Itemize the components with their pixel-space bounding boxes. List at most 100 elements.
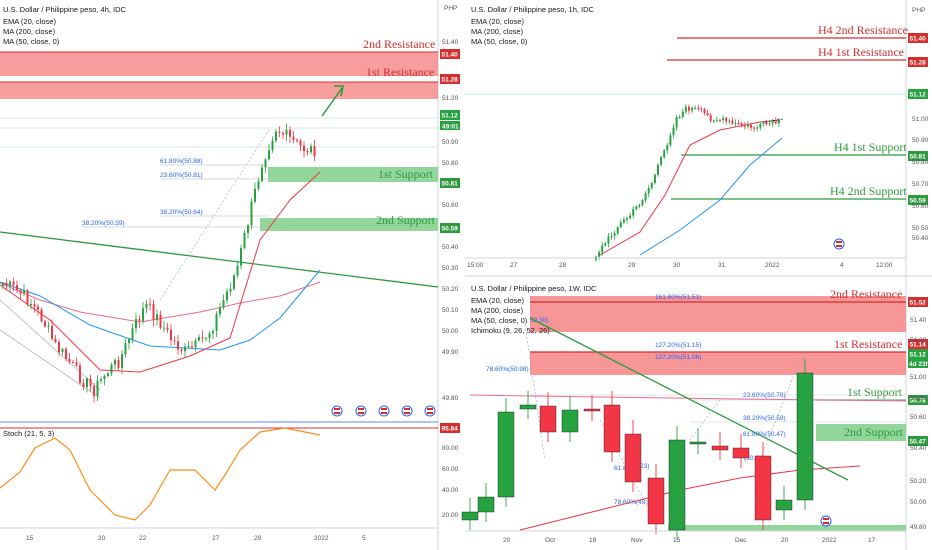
candle-body (44, 321, 46, 327)
candle-body (96, 380, 99, 397)
candle-body (257, 181, 260, 189)
us-flag-icon (334, 412, 340, 414)
candle-body (678, 116, 681, 118)
us-flag-icon[interactable] (331, 405, 343, 417)
fib-label: 23.60%(50.78) (743, 392, 786, 399)
candle-body (254, 188, 256, 202)
candle-body (2, 282, 4, 286)
candle-body (61, 348, 64, 353)
us-flag-icon (427, 412, 433, 414)
candle-body (250, 201, 253, 226)
fib-label: 23.60%(50.81) (160, 172, 203, 179)
resistance-zone-2 (0, 52, 438, 76)
price-tag-label: 50.81 (910, 153, 927, 160)
candle-body (700, 108, 703, 110)
price-tag-label: 50.47 (910, 438, 927, 445)
x-tick-label: 15 (26, 535, 34, 542)
candle-body (715, 119, 718, 121)
fib-label: 161.80%(51.51) (655, 294, 701, 301)
last-price-line (764, 118, 784, 123)
level-label-1st-resistance: 1st Resistance (366, 65, 434, 79)
candle-body (743, 125, 746, 127)
price-tag-label: 51.52 (910, 299, 927, 306)
candle-body (219, 307, 221, 315)
candle-body (461, 511, 479, 521)
level-label-h4-2nd-support: H4 2nd Support (830, 184, 907, 198)
price-tag (908, 339, 928, 349)
x-tick-label: 2022 (822, 537, 837, 544)
ema20-line (599, 119, 781, 256)
y-tick-label: 50.90 (442, 139, 459, 146)
candle-body (754, 455, 772, 521)
candle-body (68, 358, 71, 363)
us-flag-icon[interactable] (424, 405, 436, 417)
candle-body (107, 373, 109, 376)
candle-body (184, 346, 186, 352)
channel-line (0, 299, 101, 391)
y-tick-label: 50.40 (912, 235, 929, 242)
candle-body (768, 123, 771, 125)
candle-body (647, 187, 650, 194)
candle-body (647, 477, 665, 525)
fib-label: 23) (640, 463, 649, 470)
indicator-legend: EMA (20, close) (471, 17, 524, 26)
countdown-label: 4d 23h (909, 361, 930, 368)
candle-body (208, 333, 211, 338)
level-label-w-1st-support: 1st Support (847, 385, 903, 399)
us-flag-icon (427, 408, 433, 410)
us-flag-icon (404, 408, 410, 410)
level-label-h4-2nd-resistance: H4 2nd Resistance (818, 23, 908, 37)
candle-body (759, 124, 762, 128)
countdown-label: 49:01 (442, 124, 459, 131)
level-label-w-2nd-resistance: 2nd Resistance (830, 287, 902, 301)
x-tick-label: 30 (673, 262, 681, 269)
candle-body (82, 382, 85, 388)
candle-body (93, 386, 95, 397)
candle-body (37, 306, 39, 310)
candle-body (5, 282, 8, 286)
price-tag-label: 51.12 (910, 91, 927, 98)
level-label-2nd-support: 2nd Support (376, 213, 436, 227)
fib-label: 38.20%(50.59) (743, 415, 786, 422)
us-flag-icon (381, 412, 387, 414)
candle-body (180, 349, 183, 352)
candle-body (114, 359, 116, 365)
price-tag-label: 95.84 (442, 425, 459, 432)
candle-body (86, 378, 88, 388)
candle-body (539, 405, 557, 433)
candle-body (236, 265, 239, 276)
candle-body (765, 122, 768, 125)
us-flag-icon[interactable] (833, 238, 845, 250)
y-tick-label: 51.00 (910, 374, 927, 381)
level-label-h4-1st-support: H4 1st Support (834, 140, 907, 154)
stoch-tick-label: 60.00 (442, 466, 459, 473)
candle-body (194, 340, 197, 348)
y-tick-label: 50.80 (910, 395, 927, 402)
x-tick-label: 27 (510, 262, 518, 269)
candle-body (774, 120, 777, 124)
level-label-h4-1st-resistance: H4 1st Resistance (818, 45, 904, 59)
y-tick-label: 51.40 (442, 39, 459, 46)
candle-body (163, 327, 165, 329)
candle-body (626, 218, 628, 220)
candle-body (660, 157, 663, 165)
candle-body (310, 146, 312, 153)
candle-body (740, 123, 743, 126)
candle-body (583, 408, 601, 412)
x-tick-label: 2022 (765, 262, 780, 269)
ema20-line (0, 171, 321, 373)
candle-body (613, 233, 616, 236)
y-tick-label: 50.00 (910, 499, 927, 506)
y-tick-label: 51.40 (910, 317, 927, 324)
price-tag-label: 51.28 (910, 59, 927, 66)
indicator-legend: MA (200, close) (3, 27, 56, 36)
us-flag-icon[interactable] (820, 515, 832, 527)
us-flag-icon[interactable] (355, 405, 367, 417)
candle-body (762, 122, 765, 125)
candle-body (777, 119, 780, 124)
candle-body (672, 127, 675, 136)
candle-body (638, 205, 641, 207)
candle-body (212, 330, 214, 334)
us-flag-icon[interactable] (401, 405, 413, 417)
us-flag-icon[interactable] (378, 405, 390, 417)
